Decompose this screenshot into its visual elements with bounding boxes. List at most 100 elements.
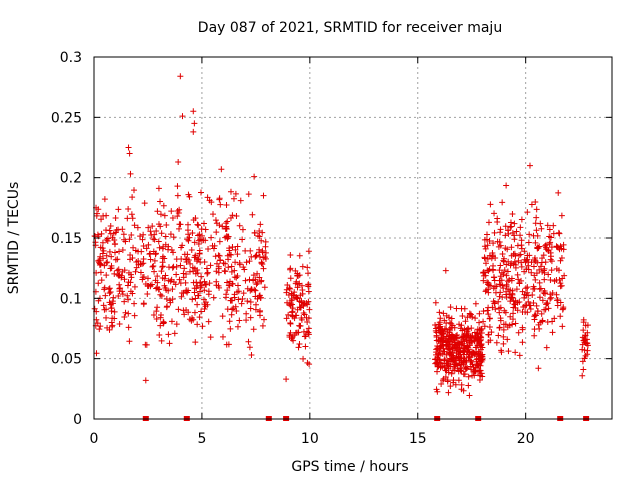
data-point (477, 336, 484, 343)
data-point (467, 357, 474, 364)
data-point (173, 321, 180, 328)
data-point (215, 252, 222, 259)
data-point (104, 324, 111, 331)
data-point (287, 252, 294, 259)
data-point (542, 241, 549, 248)
data-point (252, 306, 259, 313)
data-point (530, 263, 537, 270)
data-point (157, 211, 164, 218)
data-point (259, 249, 266, 256)
data-point (129, 194, 136, 201)
data-point (512, 349, 519, 356)
data-point (144, 275, 151, 282)
data-point (199, 232, 206, 239)
data-point (444, 362, 451, 369)
data-point (537, 319, 544, 326)
data-point (155, 286, 162, 293)
axis-ticks (93, 56, 612, 420)
data-point (191, 265, 198, 272)
data-point (166, 340, 173, 347)
data-point (486, 315, 493, 322)
data-point (304, 359, 311, 366)
data-point (247, 314, 254, 321)
data-point (305, 298, 312, 305)
data-point (202, 281, 209, 288)
data-point (140, 231, 147, 238)
data-point (210, 294, 217, 301)
data-point (247, 299, 254, 306)
data-point (441, 356, 448, 363)
data-point (236, 222, 243, 229)
data-point (254, 280, 261, 286)
data-point (196, 314, 203, 321)
data-point (132, 247, 139, 254)
data-point (295, 344, 302, 351)
data-point (480, 318, 487, 325)
data-point (507, 313, 514, 320)
data-point (508, 244, 515, 251)
data-point (229, 243, 236, 250)
data-point (116, 320, 123, 327)
data-point (440, 375, 447, 382)
data-point (507, 224, 514, 231)
data-point (161, 275, 168, 282)
y-tick-label: 0 (73, 412, 82, 428)
data-point (121, 276, 128, 283)
data-point (448, 338, 455, 345)
data-point (286, 285, 293, 292)
data-point (464, 365, 471, 372)
data-point (446, 333, 453, 340)
data-point (103, 227, 110, 234)
data-point (467, 312, 474, 319)
data-point (153, 285, 160, 292)
data-point (532, 276, 539, 283)
data-point (455, 377, 462, 384)
data-point (524, 209, 531, 216)
data-point (97, 323, 104, 330)
data-point (189, 229, 196, 236)
data-point (447, 351, 454, 358)
data-point (142, 281, 149, 288)
data-point (549, 329, 556, 336)
data-point (448, 370, 455, 377)
data-point (212, 217, 219, 224)
data-point (432, 327, 439, 334)
data-point (545, 305, 552, 312)
data-point (203, 265, 210, 272)
data-point (193, 285, 200, 292)
data-point (482, 288, 489, 295)
data-point (238, 300, 245, 307)
data-point (521, 291, 528, 298)
data-point (478, 325, 485, 332)
data-point (516, 280, 523, 287)
data-point (217, 201, 224, 208)
data-point (208, 234, 215, 241)
data-point (261, 284, 268, 291)
data-point (252, 287, 259, 294)
data-point (497, 273, 504, 280)
data-point (213, 268, 220, 275)
data-point (216, 238, 223, 245)
data-point (285, 311, 292, 318)
data-point (519, 326, 526, 333)
data-point (511, 220, 518, 227)
data-point (460, 351, 467, 358)
data-point (458, 386, 465, 393)
data-point (485, 311, 492, 318)
data-point (163, 287, 170, 294)
data-point (200, 220, 207, 227)
data-point (236, 261, 243, 268)
data-point (139, 261, 146, 268)
data-point (224, 287, 231, 294)
data-point (479, 373, 486, 380)
data-point (535, 365, 542, 372)
data-point (169, 215, 176, 222)
data-point (469, 352, 476, 359)
data-point (462, 366, 469, 373)
data-point (547, 239, 554, 246)
data-point (256, 292, 263, 299)
data-point (556, 276, 563, 283)
data-point (157, 311, 164, 318)
data-point (157, 223, 164, 230)
data-point (296, 340, 303, 347)
